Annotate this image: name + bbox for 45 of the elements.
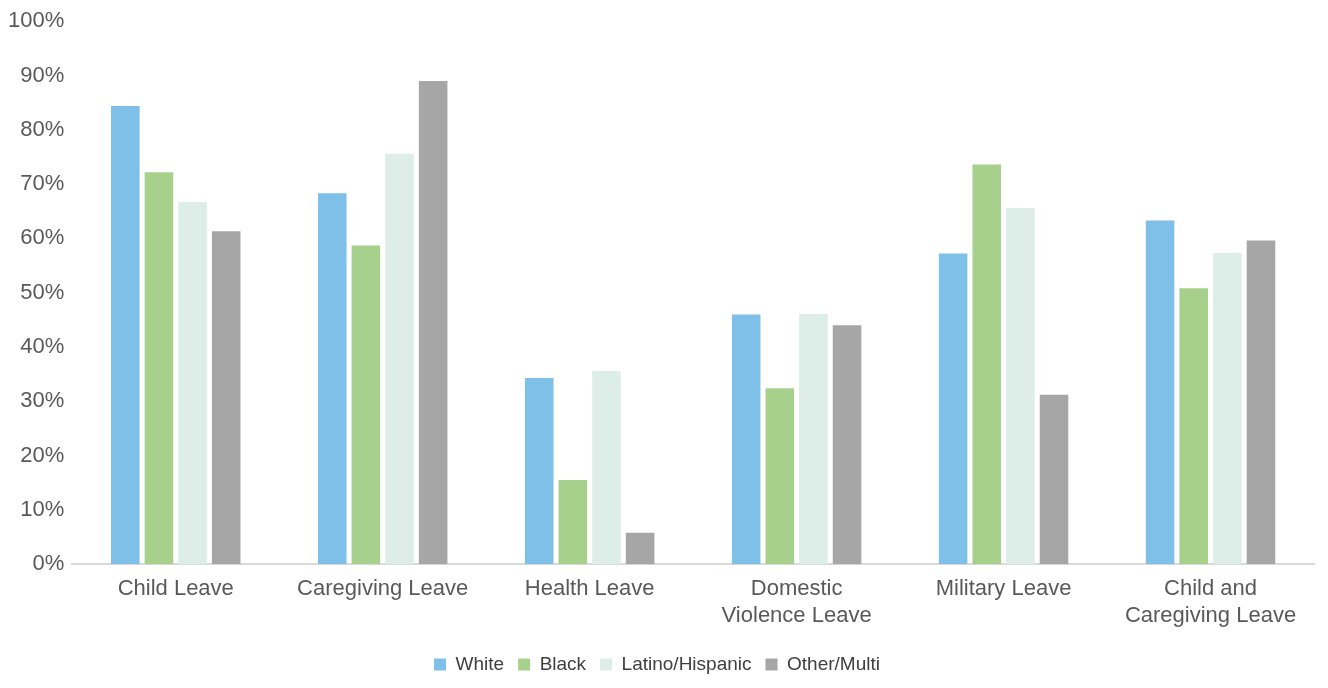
bar (1145, 220, 1175, 565)
bar (625, 532, 655, 565)
legend-label: Latino/Hispanic (621, 652, 752, 674)
bar (1179, 288, 1208, 565)
bar (558, 480, 588, 565)
x-tick-label: Child and Caregiving Leave (1124, 575, 1297, 627)
bar (385, 153, 414, 565)
bar (731, 314, 761, 565)
bar (111, 105, 140, 565)
legend-label: Black (539, 652, 587, 674)
y-tick-label: 40% (20, 333, 65, 359)
bar (418, 80, 448, 565)
bar (178, 202, 207, 565)
bar (938, 253, 968, 565)
y-tick-label: 20% (20, 441, 65, 467)
x-tick-label: Caregiving Leave (297, 575, 469, 601)
bar (1006, 207, 1035, 565)
bar (972, 164, 1002, 565)
legend-label: Other/Multi (787, 652, 880, 674)
bar (351, 245, 381, 565)
y-tick-label: 30% (20, 387, 65, 413)
bar (799, 313, 828, 565)
bar (1213, 253, 1242, 565)
bar (765, 388, 795, 565)
bar (317, 193, 347, 565)
y-tick-label: 0% (32, 550, 65, 576)
bar (832, 325, 862, 565)
bar (211, 231, 241, 565)
legend-label: White (455, 652, 505, 674)
y-tick-label: 100% (7, 7, 65, 33)
y-tick-label: 80% (20, 115, 65, 141)
y-tick-label: 60% (20, 224, 65, 250)
bar (144, 172, 174, 565)
y-tick-label: 50% (20, 278, 65, 304)
bar (592, 370, 621, 565)
x-tick-label: Military Leave (935, 575, 1072, 601)
x-tick-label: Health Leave (524, 575, 655, 601)
y-tick-label: 90% (20, 61, 65, 87)
x-tick-label: Domestic Violence Leave (721, 575, 872, 627)
bar (524, 377, 554, 565)
bar (1039, 394, 1069, 565)
bar (1246, 240, 1276, 565)
y-tick-label: 10% (20, 495, 65, 521)
y-tick-label: 70% (20, 170, 65, 196)
x-tick-label: Child Leave (117, 575, 234, 601)
